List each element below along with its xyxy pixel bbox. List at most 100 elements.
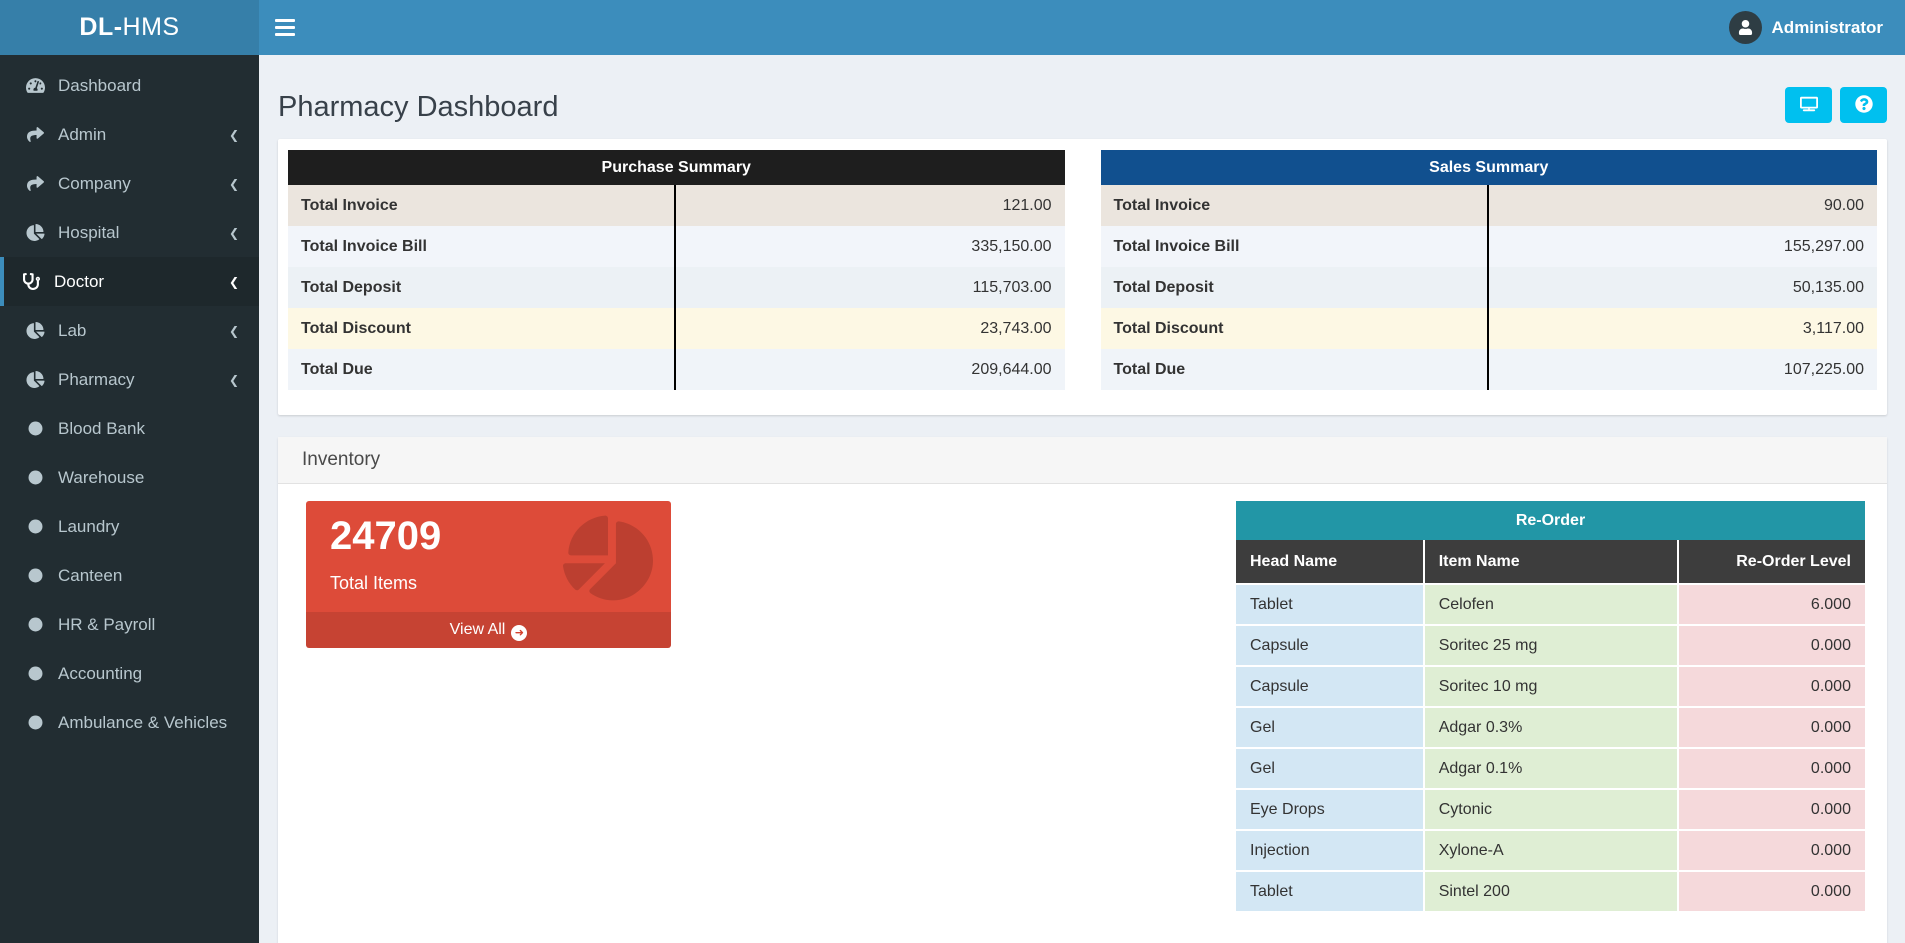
monitor-button[interactable] — [1785, 87, 1832, 123]
summary-row-value: 121.00 — [1002, 196, 1052, 214]
arrow-circle-right-icon: ➜ — [511, 625, 528, 641]
app-logo-rest: HMS — [122, 13, 180, 41]
reorder-cell-head: Gel — [1236, 749, 1425, 788]
sidebar-item-canteen[interactable]: Canteen — [0, 551, 259, 600]
chevron-left-icon: ❮ — [228, 323, 239, 338]
total-items-count: 24709 — [330, 514, 442, 558]
reorder-cell-head: Capsule — [1236, 667, 1425, 706]
summary-row: Total Invoice 121.00 — [288, 185, 1065, 226]
summary-row-value: 107,225.00 — [1783, 360, 1864, 378]
reorder-cell-item: Adgar 0.3% — [1424, 708, 1680, 747]
chevron-left-icon: ❮ — [228, 127, 239, 142]
summary-row-value: 90.00 — [1823, 196, 1864, 214]
reorder-row: Gel Adgar 0.1% 0.000 — [1236, 747, 1865, 788]
sidebar-item-label: Pharmacy — [58, 369, 135, 389]
sidebar-item-admin[interactable]: Admin ❮ — [0, 110, 259, 159]
circle-icon — [26, 616, 58, 633]
sidebar-item-warehouse[interactable]: Warehouse — [0, 453, 259, 502]
sidebar-item-label: Dashboard — [58, 75, 142, 95]
sidebar-item-dashboard[interactable]: Dashboard — [0, 61, 259, 110]
sidebar-item-ambulance-vehicles[interactable]: Ambulance & Vehicles — [0, 698, 259, 747]
reorder-cell-head: Injection — [1236, 831, 1425, 870]
page-title: Pharmacy Dashboard — [278, 91, 559, 123]
sidebar-item-label: Canteen — [58, 565, 123, 585]
share-arrow-icon — [26, 175, 58, 192]
summary-row-label: Total Discount — [288, 308, 677, 349]
sidebar-item-label: Ambulance & Vehicles — [58, 712, 228, 732]
stethoscope-icon — [22, 273, 54, 290]
reorder-cell-item: Sintel 200 — [1424, 872, 1680, 911]
app-logo[interactable]: DL- HMS — [0, 0, 259, 55]
sidebar-item-label: Laundry — [58, 516, 120, 536]
sidebar-item-hr-payroll[interactable]: HR & Payroll — [0, 600, 259, 649]
reorder-cell-item: Soritec 10 mg — [1424, 667, 1680, 706]
reorder-cell-head: Eye Drops — [1236, 790, 1425, 829]
sidebar-item-doctor[interactable]: Doctor ❮ — [0, 257, 259, 306]
summary-row-label: Total Deposit — [1101, 267, 1489, 308]
reorder-cell-item: Cytonic — [1424, 790, 1680, 829]
sidebar-item-label: Company — [58, 173, 131, 193]
circle-icon — [26, 567, 58, 584]
summary-row: Total Invoice Bill 335,150.00 — [288, 226, 1065, 267]
sidebar-item-label: Blood Bank — [58, 418, 145, 438]
reorder-column-header-re-order-level: Re-Order Level — [1736, 553, 1851, 570]
summary-panel: Purchase Summary Total Invoice 121.00 Tota… — [278, 139, 1887, 415]
pie-chart-icon — [26, 224, 58, 241]
circle-icon — [26, 420, 58, 437]
sidebar-item-laundry[interactable]: Laundry — [0, 502, 259, 551]
top-navbar: DL- HMS Administrator — [0, 0, 1905, 55]
sidebar-item-blood-bank[interactable]: Blood Bank — [0, 404, 259, 453]
sidebar-item-hospital[interactable]: Hospital ❮ — [0, 208, 259, 257]
reorder-row: Capsule Soritec 25 mg 0.000 — [1236, 624, 1865, 665]
reorder-cell-level: 6.000 — [1679, 585, 1865, 624]
help-button[interactable] — [1840, 87, 1887, 123]
sales-summary-table: Sales Summary Total Invoice 90.00 Total In… — [1100, 150, 1877, 390]
main-content: Pharmacy Dashboard Purchase Summary Tota… — [259, 55, 1905, 943]
reorder-cell-item: Celofen — [1424, 585, 1680, 624]
chevron-left-icon: ❮ — [228, 372, 239, 387]
sidebar-item-label: Admin — [58, 124, 107, 144]
circle-icon — [26, 469, 58, 486]
summary-row: Total Discount 3,117.00 — [1100, 308, 1877, 349]
hamburger-icon[interactable] — [259, 0, 311, 55]
reorder-cell-head: Tablet — [1236, 872, 1425, 911]
sidebar-item-lab[interactable]: Lab ❮ — [0, 306, 259, 355]
reorder-cell-item: Soritec 25 mg — [1424, 626, 1680, 665]
user-menu[interactable]: Administrator — [1728, 11, 1883, 44]
summary-row-value: 155,297.00 — [1783, 237, 1864, 255]
sidebar-item-accounting[interactable]: Accounting — [0, 649, 259, 698]
purchase-summary-table: Purchase Summary Total Invoice 121.00 Tota… — [288, 150, 1065, 390]
total-items-card: 24709 Total Items View All ➜ — [306, 501, 671, 648]
reorder-row: Gel Adgar 0.3% 0.000 — [1236, 706, 1865, 747]
reorder-cell-item: Adgar 0.1% — [1424, 749, 1680, 788]
reorder-row: Injection Xylone-A 0.000 — [1236, 829, 1865, 870]
summary-row: Total Deposit 50,135.00 — [1100, 267, 1877, 308]
reorder-row: Eye Drops Cytonic 0.000 — [1236, 788, 1865, 829]
reorder-cell-level: 0.000 — [1679, 872, 1865, 911]
user-icon — [1728, 11, 1762, 44]
summary-row: Total Due 107,225.00 — [1100, 349, 1877, 390]
header-actions — [1785, 87, 1887, 123]
pie-chart-icon — [26, 371, 58, 388]
reorder-table-title: Re-Order — [1236, 501, 1865, 540]
purchase-summary-header: Purchase Summary — [288, 150, 1065, 185]
user-name: Administrator — [1771, 17, 1883, 37]
summary-row-label: Total Discount — [1101, 308, 1489, 349]
reorder-cell-level: 0.000 — [1679, 667, 1865, 706]
circle-icon — [26, 518, 58, 535]
reorder-cell-head: Gel — [1236, 708, 1425, 747]
summary-row-label: Total Due — [288, 349, 677, 390]
sidebar-menu: Dashboard Admin ❮ Company ❮ Hospital ❮ Doctor ❮ L… — [0, 61, 259, 747]
share-arrow-icon — [26, 126, 58, 143]
reorder-cell-head: Capsule — [1236, 626, 1425, 665]
reorder-table: Re-Order Head Name Item Name Re-Order Leve… — [1236, 501, 1865, 911]
reorder-cell-level: 0.000 — [1679, 831, 1865, 870]
sidebar-item-pharmacy[interactable]: Pharmacy ❮ — [0, 355, 259, 404]
sidebar-item-company[interactable]: Company ❮ — [0, 159, 259, 208]
view-all-button[interactable]: View All ➜ — [306, 612, 671, 648]
sidebar-item-label: Lab — [58, 320, 87, 340]
circle-icon — [26, 665, 58, 682]
dashboard-icon — [26, 77, 58, 94]
reorder-column-header-item-name: Item Name — [1425, 540, 1680, 583]
reorder-row: Tablet Sintel 200 0.000 — [1236, 870, 1865, 911]
